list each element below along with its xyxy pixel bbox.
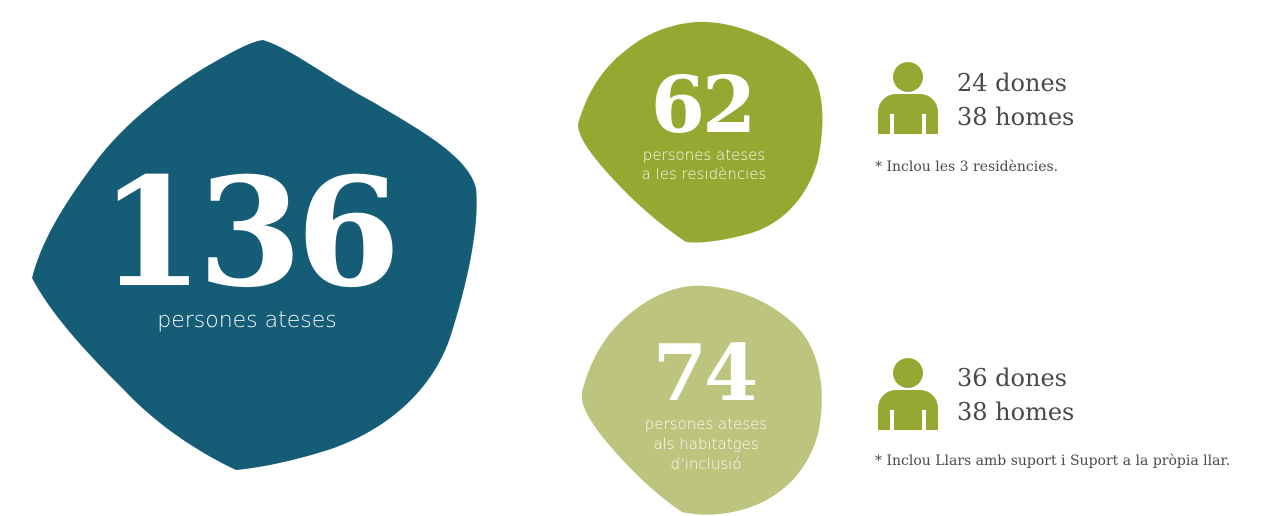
blob-shape bbox=[578, 21, 823, 243]
housing-number: 74 bbox=[652, 328, 759, 419]
residences-note: * Inclou les 3 residències. bbox=[875, 159, 1059, 175]
total-content: 136 persones ateses bbox=[28, 158, 478, 334]
residences-number: 62 bbox=[650, 60, 757, 151]
residences-content: 62 persones ateses a les residències bbox=[576, 66, 826, 184]
residences-blob: 62 persones ateses a les residències bbox=[576, 20, 826, 246]
blob-shape bbox=[32, 40, 477, 470]
residences-men: 38 homes bbox=[957, 103, 1075, 131]
blob-shape bbox=[581, 285, 822, 515]
total-number: 136 bbox=[99, 145, 400, 321]
total-caption: persones ateses bbox=[157, 308, 337, 333]
housing-gender-counts: 36 dones 38 homes bbox=[957, 361, 1074, 429]
person-icon bbox=[878, 358, 938, 430]
total-attended-blob: 136 persones ateses bbox=[28, 38, 478, 472]
housing-caption-line1: persones ateses bbox=[644, 415, 768, 433]
housing-caption-line3: d’inclusió bbox=[670, 455, 742, 473]
person-icon-head bbox=[893, 358, 923, 388]
residences-gender-counts: 24 dones 38 homes bbox=[957, 66, 1074, 134]
person-icon-head bbox=[893, 62, 923, 92]
housing-note: * Inclou Llars amb suport i Suport a la … bbox=[875, 453, 1231, 469]
housing-content: 74 persones ateses als habitatges d’incl… bbox=[578, 334, 828, 474]
residences-caption-line1: persones ateses bbox=[642, 146, 766, 164]
residences-women: 24 dones bbox=[957, 69, 1067, 97]
housing-women: 36 dones bbox=[957, 364, 1067, 392]
residences-caption-line2: a les residències bbox=[641, 165, 767, 183]
housing-men: 38 homes bbox=[957, 398, 1075, 426]
person-icon bbox=[878, 62, 938, 134]
person-icon-body bbox=[878, 390, 938, 430]
housing-caption-line2: als habitatges bbox=[653, 435, 759, 453]
person-icon-body bbox=[878, 94, 938, 134]
housing-blob: 74 persones ateses als habitatges d’incl… bbox=[578, 284, 828, 516]
